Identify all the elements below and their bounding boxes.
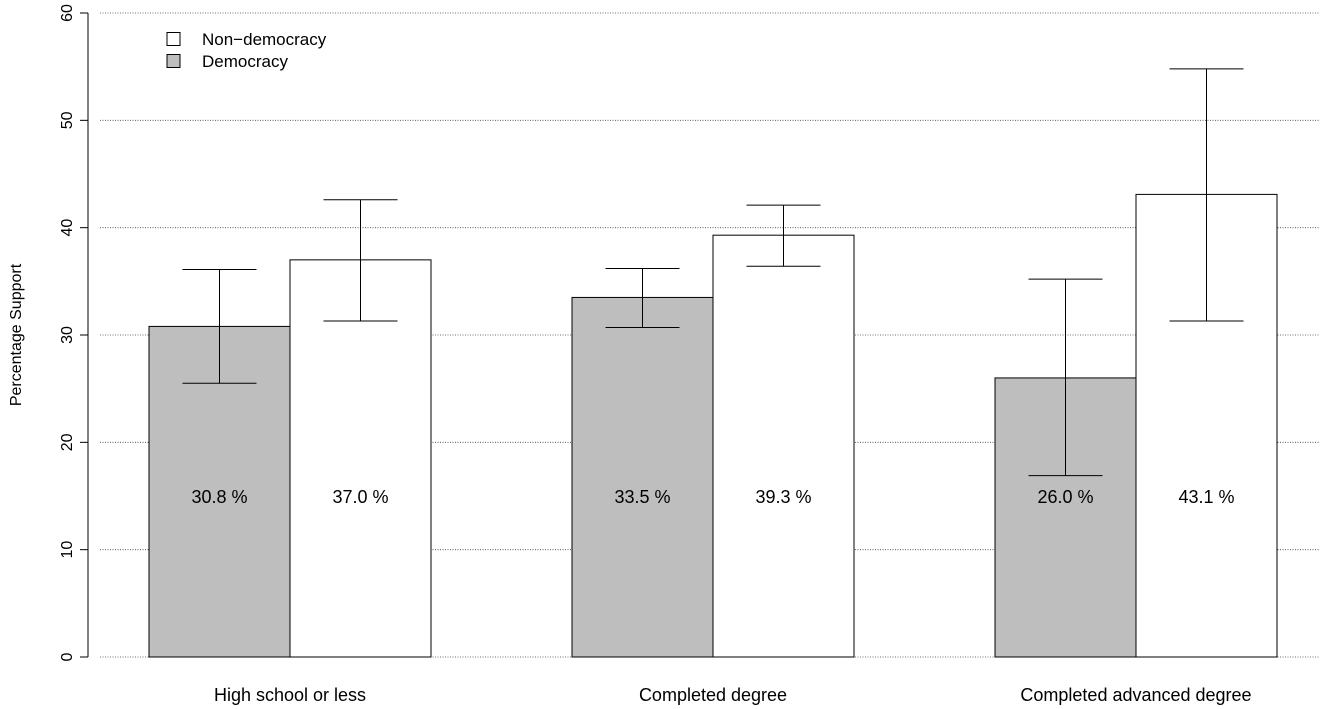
data-labels: 30.8 % 37.0 % 33.5 % 39.3 % 26.0 % 43.1 % (191, 487, 1234, 507)
bar (571, 296, 714, 658)
y-axis-label: Percentage Support (8, 263, 25, 406)
data-label: 30.8 % (191, 487, 247, 507)
legend-label: Democracy (202, 52, 288, 71)
bar (712, 234, 855, 658)
y-tick-label: 0 (59, 652, 76, 661)
data-label: 33.5 % (614, 487, 670, 507)
y-tick-label: 50 (59, 111, 76, 129)
y-tick-label: 20 (59, 433, 76, 451)
category-label: High school or less (214, 685, 366, 705)
y-tick-label: 10 (59, 541, 76, 559)
data-label: 26.0 % (1037, 487, 1093, 507)
y-tick-label: 30 (59, 326, 76, 344)
bars (148, 193, 1278, 658)
legend-swatch (166, 54, 181, 68)
error-bars (182, 68, 1244, 477)
category-label: Completed degree (639, 685, 787, 705)
bar (289, 259, 432, 658)
y-axis: 0 10 20 30 40 50 60 (59, 4, 89, 661)
y-tick-label: 60 (59, 4, 76, 22)
category-label: Completed advanced degree (1020, 685, 1251, 705)
data-label: 39.3 % (755, 487, 811, 507)
data-label: 43.1 % (1178, 487, 1234, 507)
legend: Non−democracy Democracy (166, 30, 327, 71)
y-tick-label: 40 (59, 219, 76, 237)
x-axis-labels: High school or less Completed degree Compl… (214, 685, 1252, 705)
legend-swatch (166, 32, 181, 46)
data-label: 37.0 % (332, 487, 388, 507)
legend-label: Non−democracy (202, 30, 327, 49)
